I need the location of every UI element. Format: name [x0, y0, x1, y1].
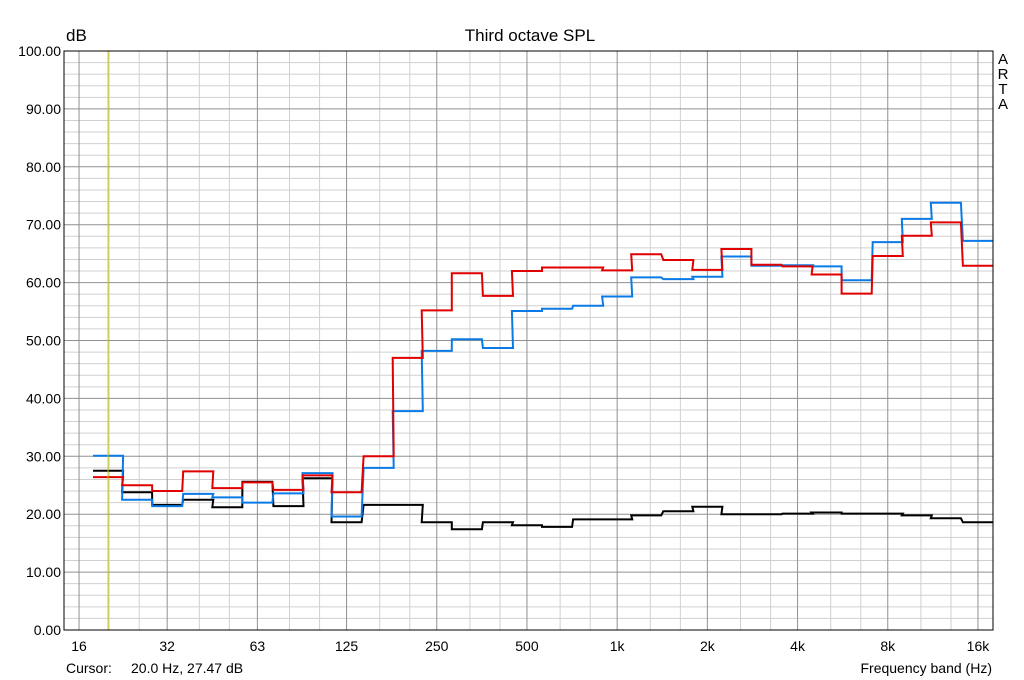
x-axis-label: Frequency band (Hz) — [860, 660, 992, 676]
watermark-letter: A — [997, 51, 1008, 68]
x-tick-label: 125 — [335, 638, 359, 654]
x-tick-label: 1k — [610, 638, 626, 654]
y-tick-label: 50.00 — [26, 333, 61, 349]
y-axis-ticks: 0.00 10.00 20.00 30.00 40.00 50.00 60.00 70.00 8… — [18, 43, 61, 638]
arta-watermark: A R T A — [996, 52, 1010, 112]
y-tick-label: 0.00 — [34, 622, 61, 638]
x-tick-label: 32 — [159, 638, 175, 654]
series-line-2 — [93, 201, 993, 518]
grid-major — [64, 50, 993, 631]
series-layer — [93, 201, 993, 531]
plot-frame — [63, 50, 994, 631]
x-tick-label: 500 — [515, 638, 539, 654]
x-tick-label: 16 — [71, 638, 87, 654]
y-tick-label: 90.00 — [26, 101, 61, 117]
cursor-readout: 20.0 Hz, 27.47 dB — [131, 660, 244, 676]
x-tick-label: 250 — [425, 638, 449, 654]
watermark-letter: T — [998, 81, 1008, 98]
y-tick-label: 10.00 — [26, 564, 61, 580]
chart-title: Third octave SPL — [464, 26, 596, 45]
series-line-3 — [93, 221, 993, 494]
x-tick-label: 63 — [250, 638, 266, 654]
y-tick-label: 100.00 — [18, 43, 61, 59]
x-axis-ticks: 16 32 63 125 250 500 1k 2k 4k 8k 16k — [71, 638, 990, 654]
x-tick-label: 4k — [790, 638, 806, 654]
y-tick-label: 70.00 — [26, 217, 61, 233]
watermark-letter: A — [997, 96, 1008, 113]
y-tick-label: 60.00 — [26, 275, 61, 291]
watermark-letter: R — [997, 66, 1009, 83]
y-axis-label: dB — [66, 26, 87, 45]
y-tick-label: 20.00 — [26, 506, 61, 522]
y-tick-label: 80.00 — [26, 159, 61, 175]
x-tick-label: 8k — [880, 638, 896, 654]
y-tick-label: 30.00 — [26, 448, 61, 464]
y-tick-label: 40.00 — [26, 390, 61, 406]
x-tick-label: 2k — [700, 638, 716, 654]
cursor-label: Cursor: — [66, 660, 112, 676]
series-line-1 — [93, 469, 993, 531]
x-tick-label: 16k — [967, 638, 991, 654]
